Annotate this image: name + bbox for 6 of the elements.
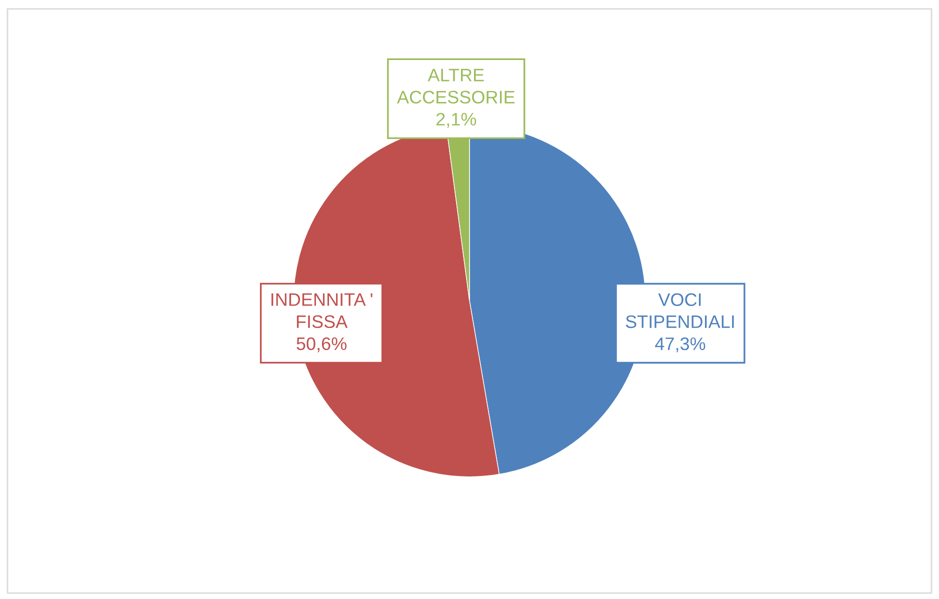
data-label: 2,1% (436, 112, 476, 128)
slice-label: INDENNITA ' FISSA (271, 293, 372, 328)
data-label: 47,3% (655, 337, 706, 352)
slice-label: ALTRE ACCESSORIE (396, 68, 515, 104)
data-label: 50,6% (296, 337, 346, 352)
slice-label: VOCI STIPENDIALI (626, 293, 734, 328)
